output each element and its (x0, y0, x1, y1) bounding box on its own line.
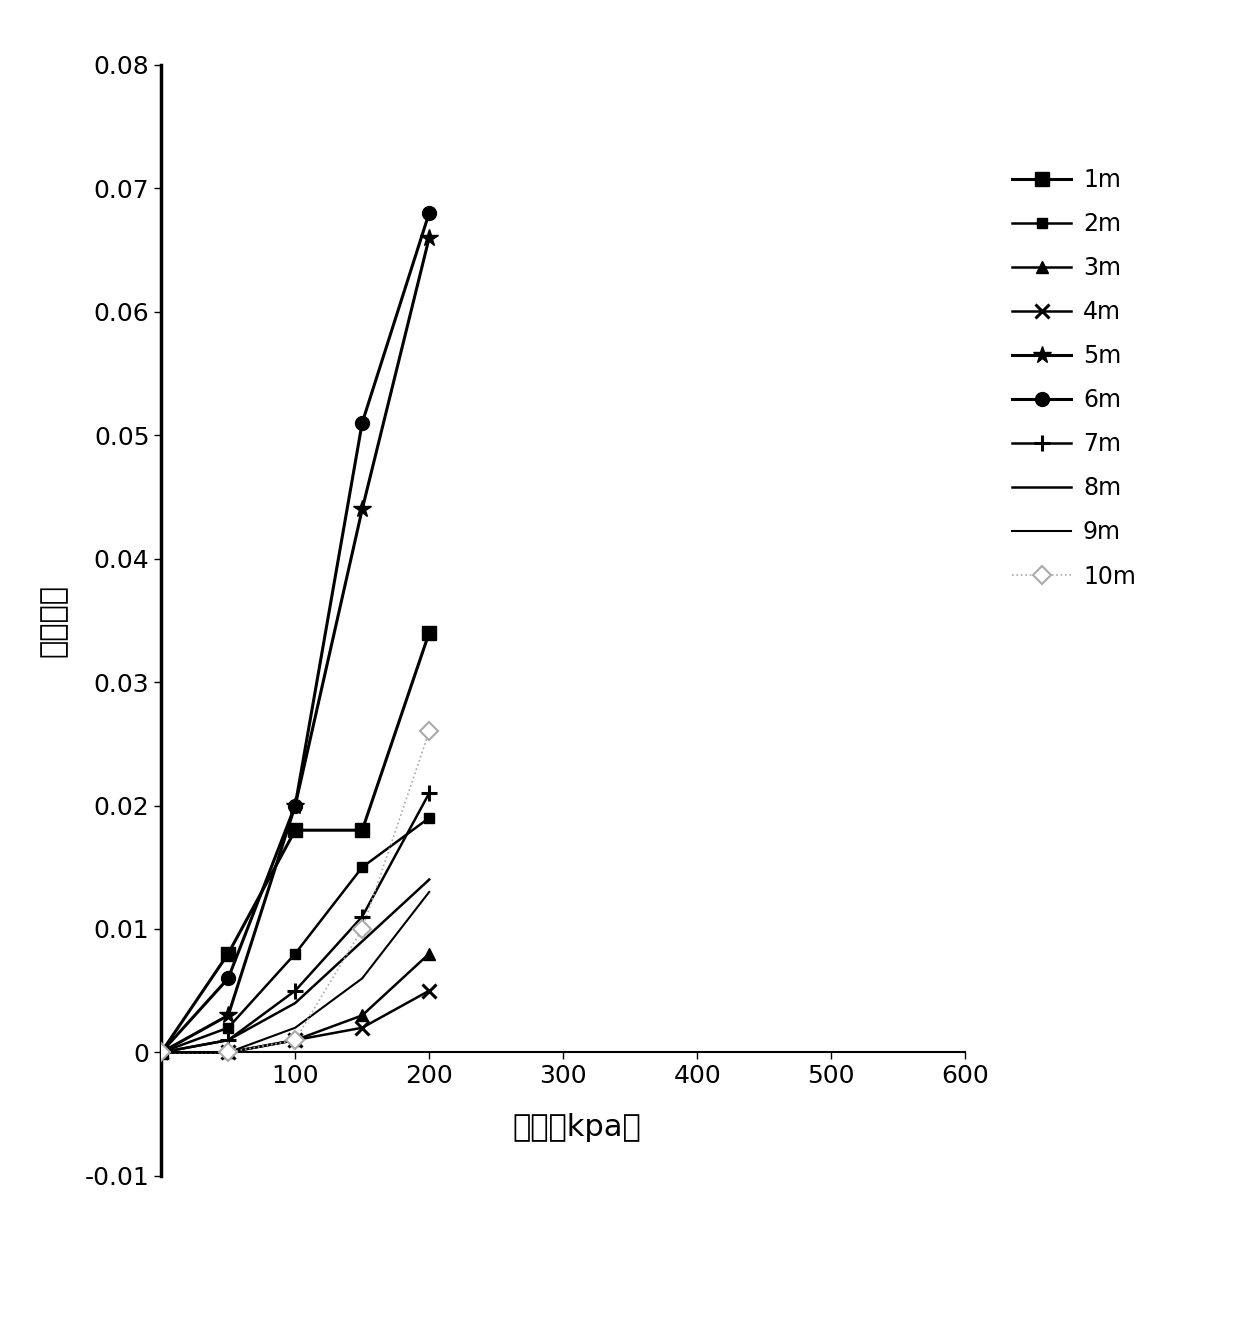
Y-axis label: 湿陷系数: 湿陷系数 (38, 584, 68, 656)
Legend: 1m, 2m, 3m, 4m, 5m, 6m, 7m, 8m, 9m, 10m: 1m, 2m, 3m, 4m, 5m, 6m, 7m, 8m, 9m, 10m (1012, 168, 1136, 588)
X-axis label: 压力（kpa）: 压力（kpa） (512, 1114, 641, 1142)
